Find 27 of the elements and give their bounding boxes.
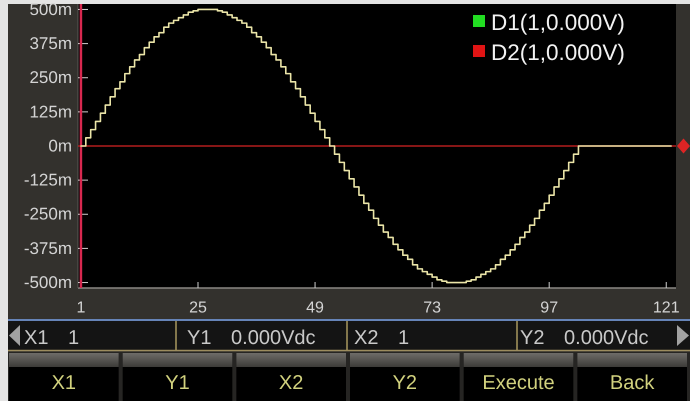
y-tick-label: -375m [24, 238, 72, 258]
text: Back [610, 372, 656, 394]
y-tick-label: -250m [24, 204, 72, 224]
x-tick-label: 1 [76, 299, 86, 316]
text: X2 [278, 372, 304, 394]
text: Execute [482, 372, 555, 394]
y-tick-label: 375m [29, 34, 72, 54]
y-tick-label: 125m [29, 102, 72, 122]
x-tick-label: 49 [306, 299, 324, 316]
x-tick-label: 73 [423, 299, 442, 316]
annotation: D2(1,0.000V) [491, 40, 625, 65]
text: Y2 [392, 372, 418, 394]
x-tick-label: 25 [189, 299, 207, 316]
text: X1 1 [24, 327, 80, 349]
y-tick-label: 0m [48, 136, 72, 156]
x-tick-label: 97 [540, 299, 558, 316]
y-tick-label: 500m [29, 0, 72, 19]
text: X1 [52, 372, 76, 394]
x-tick-label: 121 [652, 299, 680, 316]
text: Y1 0.000Vdc [187, 327, 316, 349]
y-tick-label: 250m [29, 68, 72, 88]
text: X2 1 [354, 327, 410, 349]
text: Y2 0.000Vdc [520, 327, 649, 349]
y-tick-label: -500m [24, 272, 72, 292]
annotation: D1(1,0.000V) [491, 10, 625, 35]
y-tick-label: -125m [24, 170, 72, 190]
text: Y1 [165, 372, 190, 394]
